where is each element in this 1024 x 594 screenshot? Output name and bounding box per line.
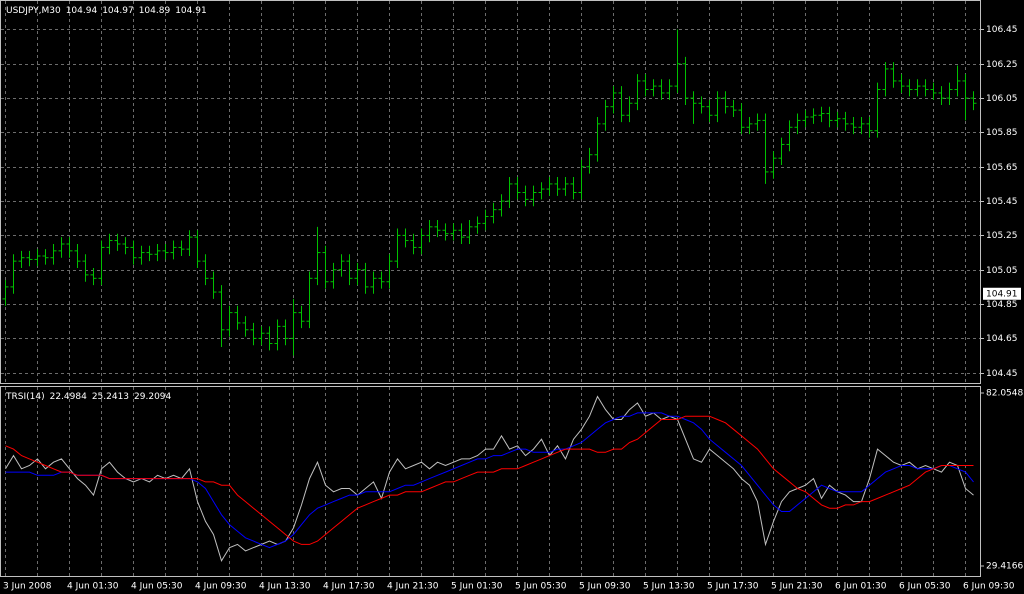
header-value: 25.2413 [92,392,129,402]
y-tick-label: 104.65 [986,334,1018,344]
header-value: 104.97 [102,6,134,16]
y-tick-label: 106.45 [986,25,1018,35]
y-tick-label: 104.45 [986,369,1018,379]
x-tick-label: 5 Jun 09:30 [579,582,631,592]
panel-header: TRSI(14) 22.4984 25.2413 29.2094 [5,392,172,402]
header-value: 22.4984 [50,392,87,402]
x-tick-label: 4 Jun 05:30 [131,582,183,592]
header-value: 104.91 [175,6,207,16]
x-tick-label: 5 Jun 01:30 [451,582,503,592]
y-tick-label: 106.25 [986,60,1018,70]
x-tick-label: 5 Jun 05:30 [515,582,567,592]
text-layer: 3 Jun 2008 4 Jun 01:30 4 Jun 05:30 4 Jun 09… [3,6,1023,592]
mark-layer [2,29,977,563]
header-value: 29.2094 [134,392,171,402]
header-title: TRSI(14) [5,392,45,402]
y-tick-label: 82.0548 [986,389,1023,399]
header-title: USDJPY,M30 [6,6,61,16]
x-tick-label: 3 Jun 2008 [3,582,52,592]
indicator-line [5,395,974,563]
x-tick-label: 6 Jun 09:30 [963,582,1015,592]
current-price-box [983,287,1021,300]
y-tick-label: 105.45 [986,197,1018,207]
grid-layer [1,1,980,576]
x-tick-label: 4 Jun 13:30 [259,582,311,592]
y-tick-label: 105.05 [986,266,1018,276]
x-tick-label: 4 Jun 21:30 [387,582,439,592]
price-panel-frame [0,0,981,384]
x-tick-label: 6 Jun 01:30 [835,582,887,592]
x-tick-label: 4 Jun 09:30 [195,582,247,592]
header-value: 104.89 [139,6,171,16]
x-tick-label: 4 Jun 01:30 [67,582,119,592]
indicator-line [5,415,974,545]
y-tick-label: 105.25 [986,231,1018,241]
y-tick-label: 105.65 [986,163,1018,173]
x-tick-label: 5 Jun 13:30 [643,582,695,592]
panel-header: USDJPY,M30 104.94 104.97 104.89 104.91 [6,6,207,16]
x-tick-label: 5 Jun 17:30 [707,582,759,592]
current-price-label: 104.91 [986,289,1018,299]
y-tick-label: 29.4166 [986,562,1023,572]
x-tick-label: 4 Jun 17:30 [323,582,375,592]
y-tick-label: 105.85 [986,128,1018,138]
indicator-panel-frame [0,386,981,577]
y-tick-label: 104.85 [986,300,1018,310]
x-tick-label: 6 Jun 05:30 [899,582,951,592]
x-tick-label: 5 Jun 21:30 [771,582,823,592]
header-value: 104.94 [66,6,98,16]
y-tick-label: 106.05 [986,94,1018,104]
